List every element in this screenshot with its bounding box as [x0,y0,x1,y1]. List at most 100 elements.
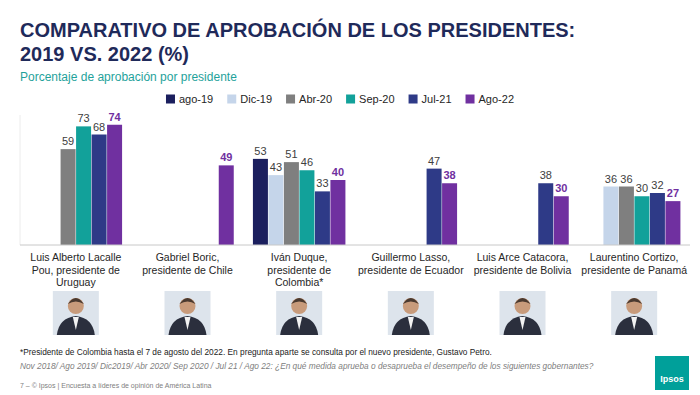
photo-bg [388,291,434,335]
photo-bg [165,291,211,335]
photo-head [626,298,642,314]
bars [61,125,681,245]
data-label: 53 [254,145,266,157]
category-label: Guillermo Lasso,presidente de Ecuador [358,251,464,276]
category-line: presidente de Bolivia [474,264,572,276]
title: COMPARATIVO DE APROBACIÓN DE LOS PRESIDE… [20,18,575,65]
category-line: Iván Duque, [271,251,328,263]
bar [92,135,107,246]
x-axis-line [20,245,690,246]
legend-label: Abr-20 [299,93,332,105]
legend-label: Ago-22 [479,93,514,105]
annotation: *Presidente de Colombia hasta el 7 de ag… [20,347,492,357]
category-line: Luis Arce Catacora, [477,251,569,263]
legend-label: Jul-21 [422,93,452,105]
data-label: 36 [605,173,617,185]
category-line: Gabriel Boric, [156,251,220,263]
data-label: 27 [667,187,679,199]
photo-hair [626,298,642,304]
bar [299,170,314,245]
title-line: 2019 VS. 2022 (%) [20,43,189,65]
annotation: 7 – © Ipsos | Encuesta a líderes de opin… [20,382,212,390]
logo-box [655,356,689,390]
data-label: 36 [620,173,632,185]
bar [538,183,553,245]
data-label: 47 [428,155,440,167]
photo-bg [53,291,99,335]
photo-head [515,298,531,314]
photo-hair [515,298,531,304]
category-line: presidente de Chile [142,264,233,276]
photo-bg [500,291,546,335]
legend-label: Sep-20 [359,93,394,105]
bar [315,191,330,245]
photo-shirt [408,317,414,330]
legend-swatch [346,95,355,104]
chart-root: COMPARATIVO DE APROBACIÓN DE LOS PRESIDE… [0,0,700,395]
photo-body [392,316,430,335]
legend-swatch [286,95,295,104]
photo-hair [291,298,307,304]
data-label: 68 [93,121,105,133]
legend-swatch [166,95,175,104]
title-line: COMPARATIVO DE APROBACIÓN DE LOS PRESIDE… [20,18,575,41]
category-line: presidente de Ecuador [358,264,464,276]
photo [53,291,99,335]
category-label: Gabriel Boric,presidente de Chile [142,251,233,276]
photo-hair [68,298,84,304]
photo-body [504,316,542,335]
bar [619,187,634,246]
photo-head [180,298,196,314]
bar [427,169,442,245]
photo-shirt [296,317,302,330]
legend-label: ago-19 [179,93,213,105]
category-label: Luis Alberto LacallePou, presidente deUr… [30,251,121,288]
category-line: Luis Alberto Lacalle [30,251,121,263]
photo [276,291,322,335]
data-label: 51 [285,148,297,160]
data-label: 33 [316,177,328,189]
bar [76,126,91,245]
category-label: Iván Duque,presidente deColombia* [267,251,331,288]
data-label: 49 [220,151,232,163]
data-label: 32 [651,179,663,191]
y-axis-line [20,115,21,245]
legend-swatch [409,95,418,104]
bar [603,187,618,246]
data-label: 59 [62,135,74,147]
bar [219,165,234,245]
data-label: 43 [270,161,282,173]
bar [253,159,268,245]
photo-hair [403,298,419,304]
bar [665,201,680,245]
bar [330,180,345,245]
photo-bg [611,291,657,335]
category-line: Guillermo Lasso, [371,251,450,263]
legend-label: Dic-19 [240,93,272,105]
photo [388,291,434,335]
photo-shirt [73,317,79,330]
photo-bg [276,291,322,335]
category-line: Laurentino Cortizo, [590,251,679,263]
legend-swatch [227,95,236,104]
photo-head [403,298,419,314]
photo [500,291,546,335]
data-label: 74 [108,111,121,123]
photo-shirt [631,317,637,330]
photo-body [169,316,207,335]
data-label: 40 [332,166,344,178]
photo-shirt [520,317,526,330]
photo-head [68,298,84,314]
category-label: Laurentino Cortizo,presidente de Panamá [581,251,687,276]
bar [442,183,457,245]
legend-swatch [466,95,475,104]
category-line: Pou, presidente de [32,264,120,276]
data-label: 30 [636,182,648,194]
photo [165,291,211,335]
photo-body [615,316,653,335]
data-label: 46 [301,156,313,168]
legend: ago-19 Dic-19 Abr-20 Sep-20 Jul-21 Ago-22 [166,93,514,105]
category-line: Uruguay [56,276,96,288]
bar [61,149,76,245]
subtitle: Porcentaje de aprobación por presidente [20,70,237,84]
